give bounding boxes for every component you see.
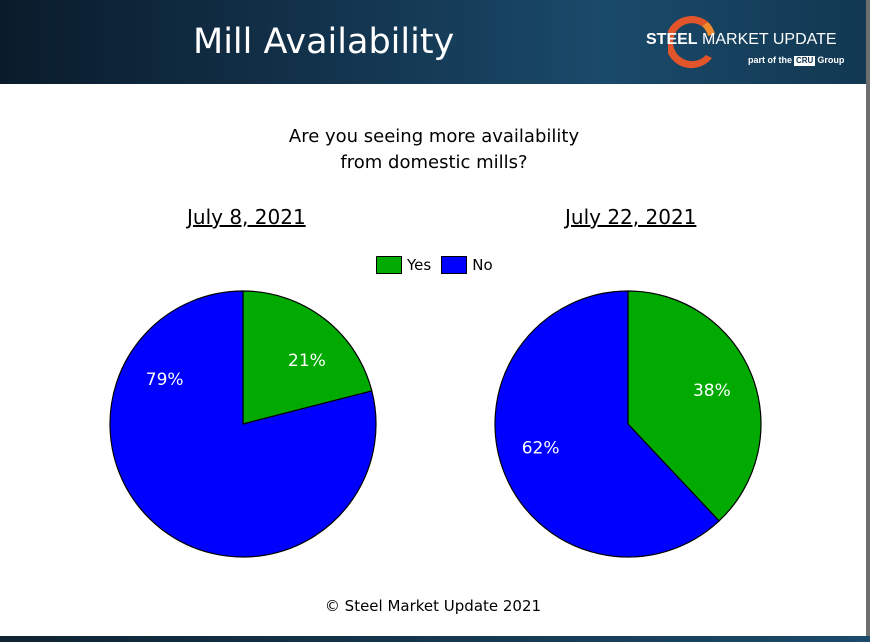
- steel-market-update-logo: STEEL MARKET UPDATE part of the CRU Group: [646, 14, 846, 72]
- cru-mark: CRU: [794, 56, 816, 66]
- pie-chart-july-22: 38% 62%: [494, 290, 762, 558]
- question-line-1: Are you seeing more availability: [288, 126, 580, 147]
- data-label-no: 79%: [146, 370, 184, 390]
- logo-sub-suffix: Group: [817, 55, 845, 65]
- swoosh-logo-icon: [668, 16, 715, 69]
- header-bar: Mill Availability STEEL MARKET UPDATE pa…: [0, 0, 866, 84]
- legend-yes-swatch: [376, 256, 402, 274]
- logo-wordmark: STEEL MARKET UPDATE: [646, 31, 837, 49]
- chart-title-july-22: July 22, 2021: [565, 205, 697, 229]
- pie-slice-no: [494, 290, 720, 558]
- right-border: [866, 0, 870, 642]
- pie-slice-no: [109, 290, 377, 558]
- logo-sub-prefix: part of the: [748, 55, 792, 65]
- data-label-yes: 21%: [288, 351, 326, 371]
- logo-rest: MARKET UPDATE: [697, 31, 837, 48]
- logo-subtitle: part of the CRU Group: [748, 55, 844, 66]
- bottom-bar: [0, 636, 870, 642]
- pie-slice-yes: [627, 290, 762, 522]
- page-title: Mill Availability: [193, 22, 455, 62]
- logo-strong: STEEL: [646, 31, 698, 48]
- legend-yes-label: Yes: [407, 256, 432, 274]
- legend-no-swatch: [441, 256, 468, 274]
- chart-title-july-8: July 8, 2021: [187, 205, 306, 229]
- data-label-no: 62%: [522, 438, 560, 458]
- pie-chart-july-8: 21% 79%: [109, 290, 377, 558]
- copyright-footer: © Steel Market Update 2021: [324, 597, 542, 615]
- survey-question: Are you seeing more availability from do…: [234, 124, 634, 176]
- pie-slice-yes: [242, 290, 373, 425]
- legend-no-label: No: [472, 256, 493, 274]
- chart-legend: Yes No: [376, 255, 503, 275]
- data-label-yes: 38%: [693, 381, 731, 401]
- question-line-2: from domestic mills?: [340, 152, 528, 173]
